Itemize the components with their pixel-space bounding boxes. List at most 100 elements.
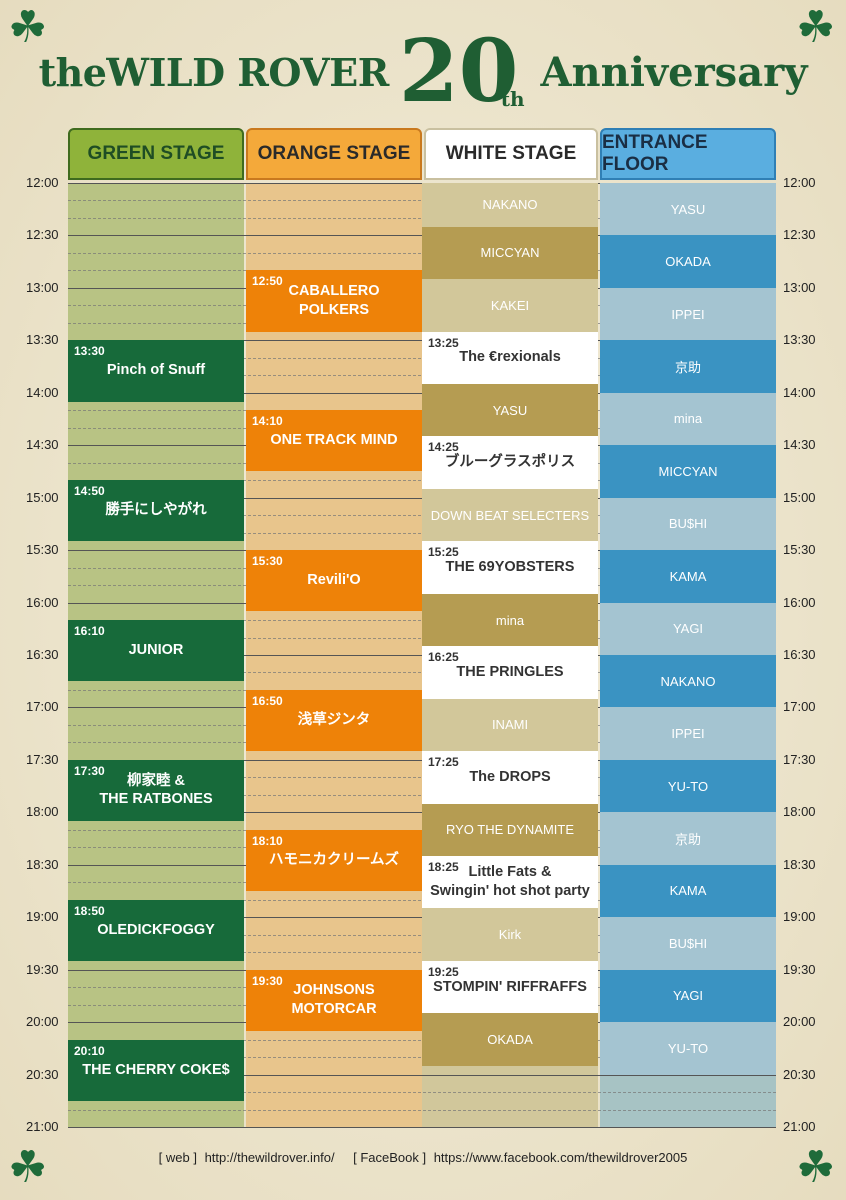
set-time: 19:30	[252, 973, 283, 988]
set-time: 18:50	[74, 903, 105, 918]
set-time: 14:50	[74, 484, 105, 499]
entrance-floor-slot: YU-TO	[600, 759, 776, 813]
time-label: 16:30	[783, 647, 816, 662]
time-label: 13:30	[26, 332, 59, 348]
band-name: Revili'O	[307, 572, 361, 589]
header-orange-stage: ORANGE STAGE	[246, 128, 422, 180]
green-stage-set: 20:10 THE CHERRY COKE$	[68, 1039, 244, 1101]
white-stage-dj-slot: RYO THE DYNAMITE	[422, 803, 598, 857]
grid-line	[68, 1109, 776, 1111]
set-time: 17:25	[428, 755, 459, 770]
facebook-label: [ FaceBook ]	[353, 1150, 427, 1165]
band-name: ブルーグラスポリス	[444, 454, 576, 471]
band-name: CABALLERO POLKERS	[288, 283, 380, 318]
time-label: 15:00	[783, 489, 816, 505]
band-name: 浅草ジンタ	[297, 712, 371, 729]
white-stage-dj-slot: KAKEI	[422, 279, 598, 332]
time-label: 16:00	[783, 594, 816, 610]
time-label: 12:30	[26, 227, 59, 243]
time-label: 17:30	[26, 751, 59, 767]
web-label: [ web ]	[158, 1150, 197, 1165]
time-label: 19:00	[783, 909, 816, 925]
green-stage-set: 16:10 JUNIOR	[68, 620, 244, 682]
entrance-floor-slot: OKADA	[600, 235, 776, 288]
anniversary-digits: 20	[398, 21, 519, 122]
white-stage-dj-slot: mina	[422, 593, 598, 647]
clover-icon: ☘	[796, 1142, 836, 1193]
time-label: 18:00	[783, 804, 816, 820]
set-time: 16:50	[252, 693, 283, 708]
green-stage-set: 14:50 勝手にしやがれ	[68, 480, 244, 542]
header-entrance-floor: ENTRANCE FLOOR	[600, 128, 776, 180]
set-time: 16:25	[428, 650, 459, 665]
white-stage-set: 13:25 The €rexionals	[422, 331, 598, 385]
time-label: 20:00	[26, 1014, 59, 1030]
web-link[interactable]: http://thewildrover.info/	[204, 1150, 335, 1165]
time-label: 19:00	[26, 909, 59, 925]
time-label: 14:00	[26, 384, 59, 400]
band-name: ONE TRACK MIND	[270, 432, 398, 449]
band-name: The €rexionals	[459, 349, 561, 366]
entrance-floor-slot: 京助	[600, 340, 776, 393]
time-label: 17:00	[783, 699, 816, 715]
time-label: 18:30	[26, 856, 59, 872]
entrance-floor-slot: KAMA	[600, 550, 776, 603]
white-stage-dj-slot: INAMI	[422, 698, 598, 752]
orange-stage-set: 18:10 ハモニカクリームズ	[246, 829, 422, 891]
time-label: 21:00	[783, 1119, 816, 1134]
band-name: The DROPS	[469, 768, 551, 785]
set-time: 19:25	[428, 964, 459, 979]
brand-text: theWILD ROVER	[38, 49, 390, 95]
entrance-floor-slot: NAKANO	[600, 655, 776, 708]
time-label: 13:30	[783, 332, 816, 348]
white-stage-set: 16:25 THE PRINGLES	[422, 646, 598, 699]
white-stage-dj-slot: MICCYAN	[422, 226, 598, 280]
entrance-floor-slot: YU-TO	[600, 1022, 776, 1075]
white-stage-dj-slot: NAKANO	[422, 183, 598, 227]
set-time: 14:25	[428, 440, 459, 455]
orange-stage-set: 19:30 JOHNSONS MOTORCAR	[246, 969, 422, 1031]
time-label: 12:00	[783, 175, 816, 190]
entrance-floor-slot: YASU	[600, 183, 776, 236]
entrance-floor-slot: IPPEI	[600, 287, 776, 341]
anniversary-number: 20 th	[399, 29, 525, 115]
facebook-link[interactable]: https://www.facebook.com/thewildrover200…	[433, 1150, 688, 1165]
set-time: 13:25	[428, 335, 459, 350]
time-label: 16:30	[26, 647, 59, 662]
band-name: THE 69YOBSTERS	[445, 559, 575, 576]
time-label: 15:30	[783, 542, 816, 558]
header-white-stage: WHITE STAGE	[424, 128, 598, 180]
orange-stage-set: 12:50 CABALLERO POLKERS	[246, 270, 422, 332]
band-name: JUNIOR	[128, 642, 184, 659]
footer: [ web ] http://thewildrover.info/ [ Face…	[0, 1150, 846, 1165]
time-label: 14:30	[783, 437, 816, 453]
band-name: ハモニカクリームズ	[268, 851, 400, 868]
entrance-floor-slot: mina	[600, 392, 776, 446]
set-time: 18:10	[252, 833, 283, 848]
time-label: 20:00	[783, 1014, 816, 1030]
grid-line	[68, 1092, 776, 1094]
band-name: THE PRINGLES	[456, 664, 564, 681]
time-label: 13:00	[26, 279, 59, 295]
time-label: 21:00	[26, 1119, 59, 1134]
grid-line	[68, 1127, 776, 1128]
orange-stage-set: 14:10 ONE TRACK MIND	[246, 410, 422, 472]
entrance-floor-slot: IPPEI	[600, 707, 776, 760]
band-name: THE CHERRY COKE$	[82, 1061, 230, 1078]
clover-icon: ☘	[8, 2, 48, 53]
green-stage-set: 18:50 OLEDICKFOGGY	[68, 899, 244, 961]
band-name: STOMPIN' RIFFRAFFS	[433, 978, 587, 995]
white-stage-set: 14:25 ブルーグラスポリス	[422, 436, 598, 489]
time-label: 15:00	[26, 489, 59, 505]
time-label: 12:30	[783, 227, 816, 243]
time-label: 20:30	[26, 1066, 59, 1082]
entrance-floor-slot: BU$HI	[600, 917, 776, 970]
band-name: 勝手にしやがれ	[105, 502, 207, 519]
time-label: 13:00	[783, 279, 816, 295]
time-label: 17:30	[783, 751, 816, 767]
set-time: 14:10	[252, 414, 283, 429]
orange-stage-set: 15:30 Revili'O	[246, 550, 422, 612]
entrance-floor-slot: BU$HI	[600, 497, 776, 551]
band-name: 柳家睦 & THE RATBONES	[99, 772, 213, 808]
time-label: 16:00	[26, 594, 59, 610]
